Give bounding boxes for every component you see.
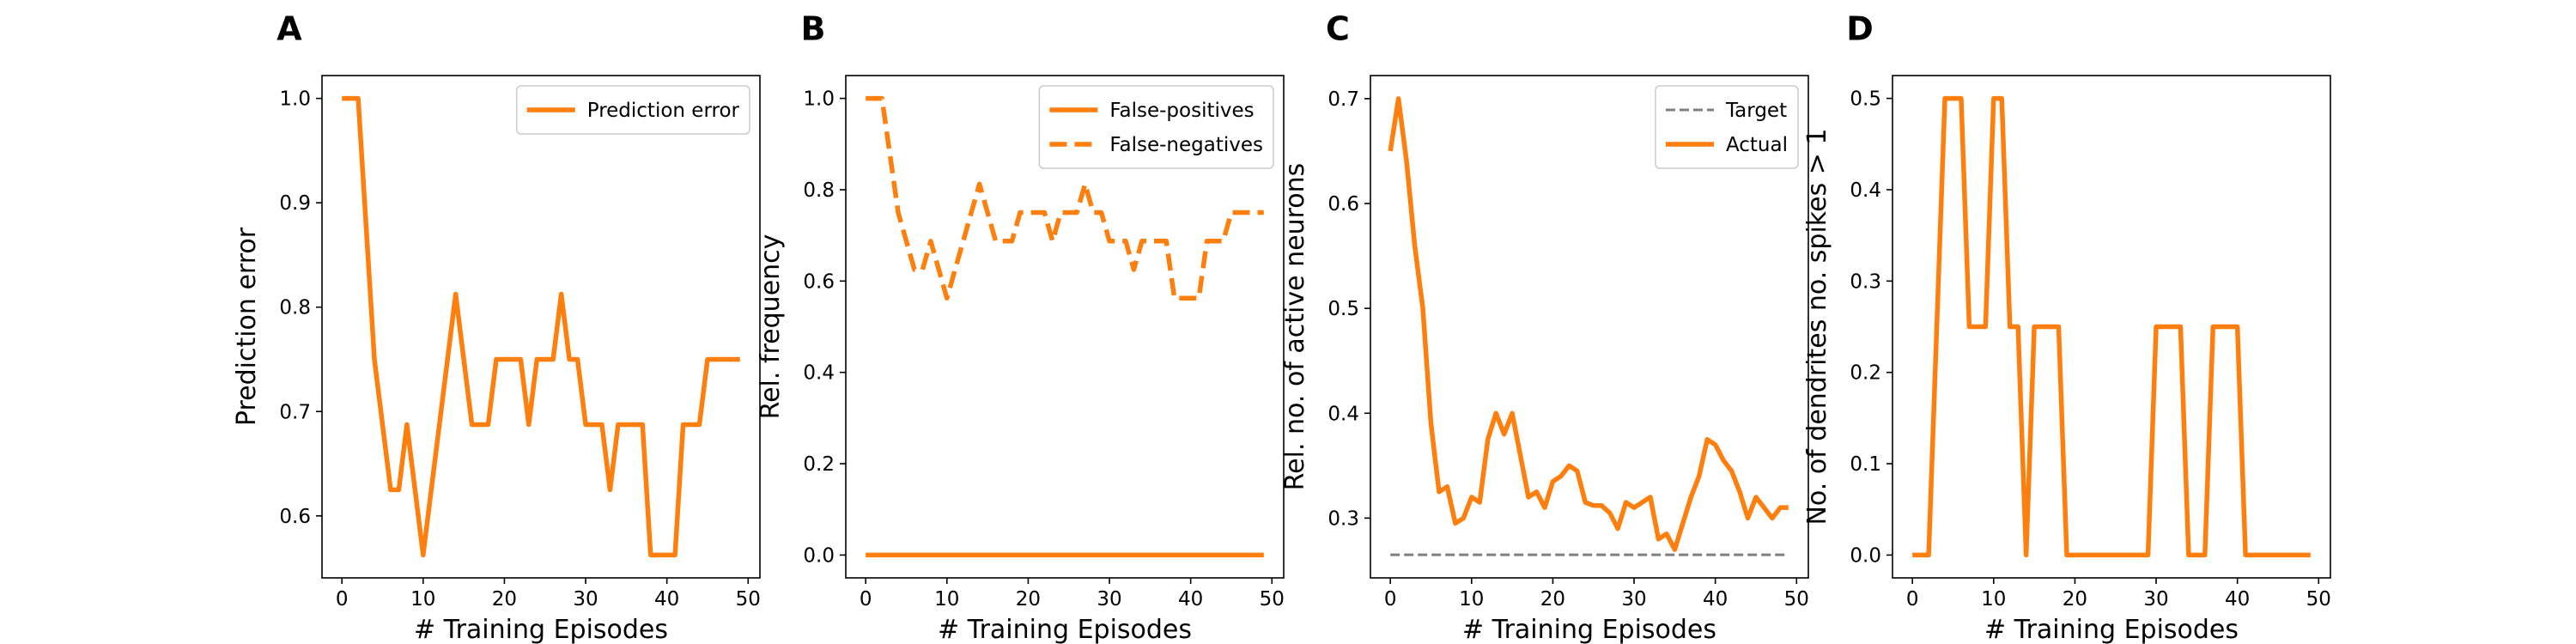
panel: C 0 10 20 30 40 50 0.3 0.4 0.5 0.6 0.7 # Training Ep… (1280, 10, 1809, 644)
y-tick-label: 0.7 (279, 401, 311, 423)
y-tick-label: 0.5 (1327, 298, 1359, 320)
x-tick-label: 40 (654, 588, 679, 611)
x-tick-label: 40 (1703, 588, 1728, 611)
x-tick-label: 40 (2225, 588, 2250, 611)
y-tick-label: 0.1 (1850, 453, 1881, 476)
x-tick-label: 30 (2143, 588, 2168, 611)
axes-frame (1892, 75, 2331, 579)
x-tick-label: 30 (1097, 588, 1121, 611)
x-axis-label: # Training Episodes (414, 615, 668, 644)
panel-label: B (801, 10, 826, 48)
y-tick-label: 0.3 (1327, 507, 1359, 530)
legend-label: Actual (1726, 134, 1788, 156)
x-tick-label: 50 (736, 588, 761, 611)
x-tick-label: 20 (492, 588, 517, 611)
y-axis-label: Prediction error (232, 227, 262, 426)
line (342, 95, 740, 558)
x-tick-label: 10 (1981, 588, 2006, 611)
legend-label: False-negatives (1109, 134, 1263, 156)
y-tick-label: 0.3 (1850, 270, 1881, 293)
x-tick-label: 50 (1784, 588, 1809, 611)
legend-frame (1038, 85, 1274, 169)
x-tick-label: 30 (1621, 588, 1646, 611)
x-tick-label: 0 (860, 588, 872, 611)
y-tick-label: 0.2 (1850, 362, 1881, 385)
x-axis-label: # Training Episodes (1984, 615, 2239, 644)
y-tick-label: 0.9 (279, 192, 311, 215)
legend-label: Target (1725, 100, 1787, 122)
panel-label: A (276, 10, 302, 48)
y-tick-label: 1.0 (803, 88, 835, 111)
x-tick-label: 0 (1384, 588, 1397, 611)
x-tick-label: 50 (2306, 588, 2331, 611)
y-tick-label: 0.8 (803, 179, 835, 202)
line (1912, 95, 2311, 558)
y-tick-label: 0.0 (1850, 544, 1881, 567)
y-tick-label: 0.6 (279, 506, 311, 528)
panel-label: D (1846, 10, 1874, 48)
axes-frame (321, 75, 761, 579)
axes-frame (1370, 75, 1809, 579)
x-tick-label: 50 (1260, 588, 1285, 611)
y-tick-label: 0.6 (1327, 193, 1359, 216)
y-tick-label: 0.4 (803, 362, 835, 385)
y-axis-label: Rel. no. of active neurons (1280, 163, 1310, 491)
x-tick-label: 30 (573, 588, 598, 611)
y-tick-label: 0.2 (803, 453, 835, 476)
x-tick-label: 20 (2063, 588, 2087, 611)
x-tick-label: 10 (410, 588, 435, 611)
y-tick-label: 0.5 (1850, 88, 1881, 111)
legend-frame (515, 85, 750, 135)
legend-label: False-positives (1109, 100, 1254, 122)
y-axis-label: No. of dendrites no. spikes > 1 (1802, 128, 1832, 525)
panel-label: C (1326, 10, 1350, 48)
x-tick-label: 10 (934, 588, 959, 611)
legend-frame (1655, 85, 1799, 169)
y-tick-label: 0.6 (803, 270, 835, 293)
y-axis-label: Rel. frequency (756, 234, 786, 420)
legend: Prediction error (515, 85, 750, 135)
x-tick-label: 0 (1906, 588, 1919, 611)
legend: False-positives False-negatives (1038, 85, 1274, 169)
legend: Target Actual (1655, 85, 1799, 169)
panel: A 0 10 20 30 40 50 0.6 0.7 0.8 0.9 1.0 # Training Ep… (232, 10, 761, 644)
x-tick-label: 0 (336, 588, 349, 611)
y-tick-label: 0.8 (279, 297, 311, 319)
x-axis-label: # Training Episodes (1462, 615, 1716, 644)
line (866, 95, 1264, 301)
panel: B 0 10 20 30 40 50 0.0 0.2 0.4 0.6 0.8 1.0 # Training… (756, 10, 1285, 644)
y-tick-label: 0.4 (1327, 403, 1359, 425)
legend-label: Prediction error (587, 100, 740, 122)
y-tick-label: 0.0 (803, 544, 835, 567)
panel: D 0 10 20 30 40 50 0.0 0.1 0.2 0.3 0.4 0.5 # Training… (1802, 10, 2331, 644)
x-tick-label: 20 (1540, 588, 1565, 611)
x-tick-label: 20 (1016, 588, 1041, 611)
y-tick-label: 1.0 (279, 88, 311, 111)
x-tick-label: 40 (1178, 588, 1203, 611)
line (1388, 96, 1789, 552)
x-tick-label: 10 (1459, 588, 1484, 611)
axes-frame (845, 75, 1285, 579)
y-tick-label: 0.4 (1850, 179, 1881, 202)
y-tick-label: 0.7 (1327, 88, 1359, 111)
x-axis-label: # Training Episodes (938, 615, 1192, 644)
